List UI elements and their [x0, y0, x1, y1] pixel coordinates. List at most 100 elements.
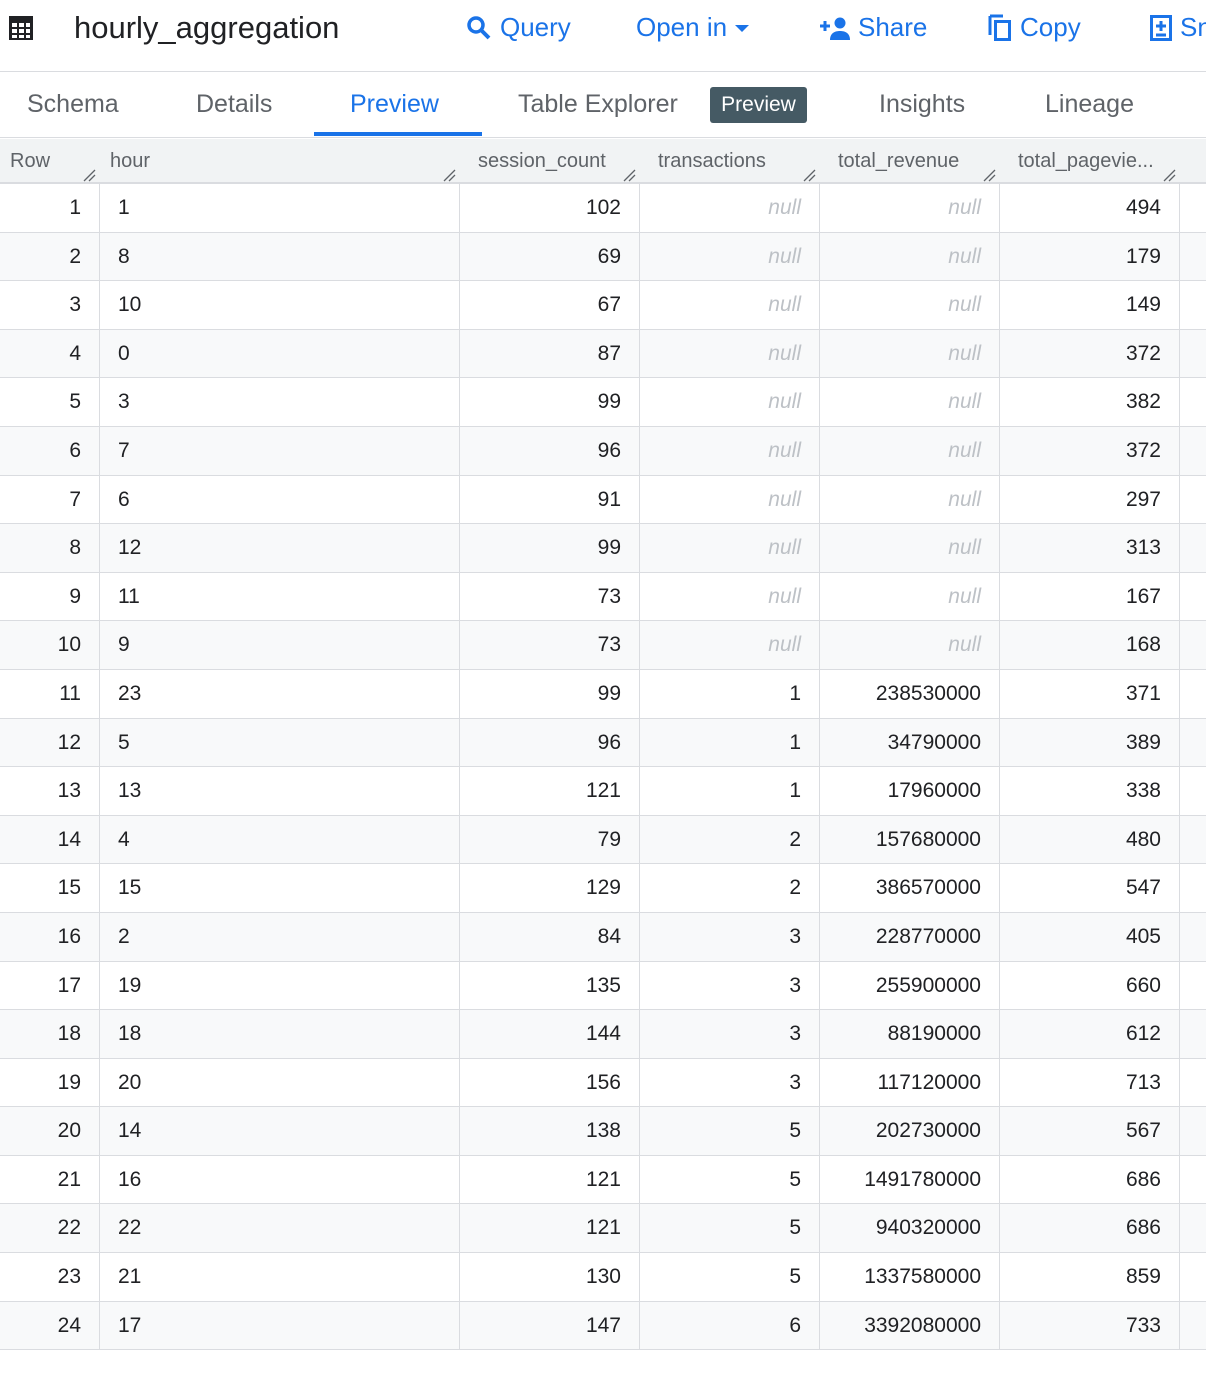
cell-transactions[interactable]: 1 — [640, 669, 820, 718]
resize-handle-icon[interactable] — [982, 168, 996, 182]
tab-details[interactable]: Details — [196, 90, 273, 118]
tab-schema[interactable]: Schema — [27, 90, 119, 118]
cell-total-revenue[interactable]: null — [820, 378, 1000, 427]
cell-total-pageviews[interactable]: 733 — [1000, 1301, 1180, 1350]
cell-total-revenue[interactable]: null — [820, 621, 1000, 670]
cell-transactions[interactable]: null — [640, 281, 820, 330]
cell-hour[interactable]: 1 — [100, 184, 460, 232]
cell-transactions[interactable]: 5 — [640, 1107, 820, 1156]
cell-total-pageviews[interactable]: 297 — [1000, 475, 1180, 524]
cell-hour[interactable]: 11 — [100, 572, 460, 621]
cell-total-revenue[interactable]: null — [820, 184, 1000, 232]
cell-total-pageviews[interactable]: 372 — [1000, 426, 1180, 475]
column-header-session-count[interactable]: session_count — [468, 139, 640, 184]
cell-total-pageviews[interactable]: 167 — [1000, 572, 1180, 621]
cell-total-revenue[interactable]: 386570000 — [820, 864, 1000, 913]
cell-transactions[interactable]: 5 — [640, 1253, 820, 1302]
cell-transactions[interactable]: 1 — [640, 767, 820, 816]
cell-total-pageviews[interactable]: 405 — [1000, 912, 1180, 961]
open-in-button[interactable]: Open in — [636, 12, 750, 43]
cell-row[interactable]: 17 — [0, 961, 100, 1010]
resize-handle-icon[interactable] — [1162, 168, 1176, 182]
cell-row[interactable]: 18 — [0, 1010, 100, 1059]
cell-total-pageviews[interactable]: 168 — [1000, 621, 1180, 670]
cell-total-pageviews[interactable]: 859 — [1000, 1253, 1180, 1302]
cell-total-revenue[interactable]: 17960000 — [820, 767, 1000, 816]
cell-session-count[interactable]: 84 — [460, 912, 640, 961]
cell-transactions[interactable]: 3 — [640, 1058, 820, 1107]
cell-row[interactable]: 7 — [0, 475, 100, 524]
cell-total-pageviews[interactable]: 686 — [1000, 1204, 1180, 1253]
cell-transactions[interactable]: 6 — [640, 1301, 820, 1350]
resize-handle-icon[interactable] — [82, 168, 96, 182]
cell-total-revenue[interactable]: 255900000 — [820, 961, 1000, 1010]
cell-row[interactable]: 15 — [0, 864, 100, 913]
cell-total-pageviews[interactable]: 660 — [1000, 961, 1180, 1010]
cell-row[interactable]: 24 — [0, 1301, 100, 1350]
cell-hour[interactable]: 15 — [100, 864, 460, 913]
cell-total-revenue[interactable]: 202730000 — [820, 1107, 1000, 1156]
cell-total-revenue[interactable]: 1491780000 — [820, 1155, 1000, 1204]
cell-total-revenue[interactable]: null — [820, 475, 1000, 524]
cell-session-count[interactable]: 138 — [460, 1107, 640, 1156]
cell-hour[interactable]: 9 — [100, 621, 460, 670]
cell-total-revenue[interactable]: 3392080000 — [820, 1301, 1000, 1350]
cell-total-pageviews[interactable]: 567 — [1000, 1107, 1180, 1156]
cell-row[interactable]: 22 — [0, 1204, 100, 1253]
cell-transactions[interactable]: null — [640, 378, 820, 427]
cell-transactions[interactable]: null — [640, 621, 820, 670]
cell-total-revenue[interactable]: 940320000 — [820, 1204, 1000, 1253]
cell-total-revenue[interactable]: 157680000 — [820, 815, 1000, 864]
cell-total-pageviews[interactable]: 612 — [1000, 1010, 1180, 1059]
cell-transactions[interactable]: 1 — [640, 718, 820, 767]
column-header-transactions[interactable]: transactions — [648, 139, 820, 184]
cell-hour[interactable]: 2 — [100, 912, 460, 961]
cell-row[interactable]: 1 — [0, 184, 100, 232]
cell-hour[interactable]: 10 — [100, 281, 460, 330]
cell-total-revenue[interactable]: 88190000 — [820, 1010, 1000, 1059]
cell-session-count[interactable]: 99 — [460, 378, 640, 427]
resize-handle-icon[interactable] — [442, 168, 456, 182]
cell-hour[interactable]: 22 — [100, 1204, 460, 1253]
cell-hour[interactable]: 17 — [100, 1301, 460, 1350]
cell-session-count[interactable]: 73 — [460, 621, 640, 670]
cell-row[interactable]: 20 — [0, 1107, 100, 1156]
cell-transactions[interactable]: 3 — [640, 961, 820, 1010]
cell-row[interactable]: 2 — [0, 232, 100, 281]
cell-row[interactable]: 19 — [0, 1058, 100, 1107]
cell-session-count[interactable]: 91 — [460, 475, 640, 524]
cell-transactions[interactable]: null — [640, 524, 820, 573]
cell-row[interactable]: 3 — [0, 281, 100, 330]
cell-transactions[interactable]: null — [640, 329, 820, 378]
cell-row[interactable]: 10 — [0, 621, 100, 670]
cell-total-pageviews[interactable]: 382 — [1000, 378, 1180, 427]
cell-session-count[interactable]: 87 — [460, 329, 640, 378]
cell-hour[interactable]: 12 — [100, 524, 460, 573]
tab-lineage[interactable]: Lineage — [1045, 90, 1134, 118]
cell-hour[interactable]: 6 — [100, 475, 460, 524]
cell-session-count[interactable]: 121 — [460, 1155, 640, 1204]
cell-total-revenue[interactable]: 228770000 — [820, 912, 1000, 961]
tab-insights[interactable]: Insights — [879, 90, 966, 118]
cell-row[interactable]: 4 — [0, 329, 100, 378]
cell-transactions[interactable]: 2 — [640, 815, 820, 864]
cell-total-revenue[interactable]: 238530000 — [820, 669, 1000, 718]
cell-total-pageviews[interactable]: 338 — [1000, 767, 1180, 816]
cell-total-revenue[interactable]: null — [820, 524, 1000, 573]
cell-total-pageviews[interactable]: 547 — [1000, 864, 1180, 913]
cell-row[interactable]: 12 — [0, 718, 100, 767]
resize-handle-icon[interactable] — [622, 168, 636, 182]
cell-session-count[interactable]: 96 — [460, 718, 640, 767]
snapshot-button[interactable]: Sn — [1150, 12, 1206, 43]
cell-row[interactable]: 23 — [0, 1253, 100, 1302]
cell-hour[interactable]: 20 — [100, 1058, 460, 1107]
cell-session-count[interactable]: 135 — [460, 961, 640, 1010]
cell-row[interactable]: 9 — [0, 572, 100, 621]
cell-session-count[interactable]: 96 — [460, 426, 640, 475]
cell-transactions[interactable]: 3 — [640, 912, 820, 961]
cell-hour[interactable]: 7 — [100, 426, 460, 475]
cell-total-pageviews[interactable]: 149 — [1000, 281, 1180, 330]
cell-total-revenue[interactable]: 1337580000 — [820, 1253, 1000, 1302]
cell-total-revenue[interactable]: null — [820, 329, 1000, 378]
tab-preview[interactable]: Preview — [350, 90, 439, 118]
